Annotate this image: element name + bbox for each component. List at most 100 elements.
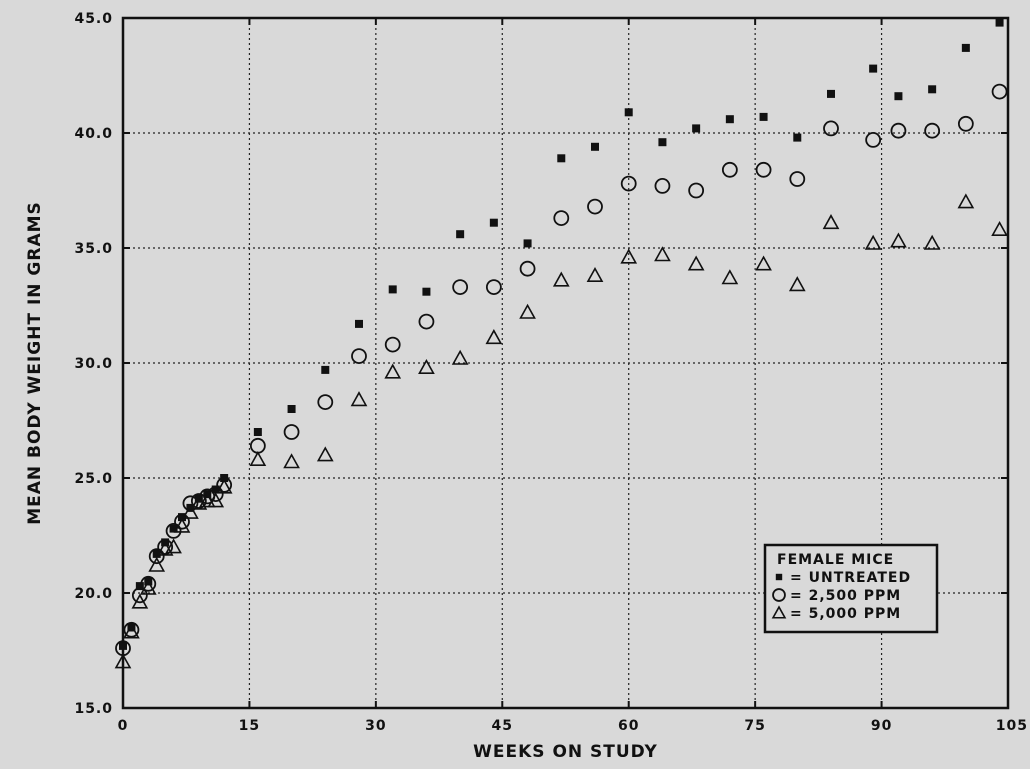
data-point (186, 503, 195, 512)
data-point (287, 405, 296, 413)
data-point (194, 494, 203, 503)
data-point (253, 428, 262, 436)
x-tick-label: 30 (365, 718, 386, 734)
legend-marker (775, 573, 783, 581)
series-2 (114, 193, 1008, 669)
legend-marker (772, 588, 786, 602)
y-tick-label: 25.0 (74, 471, 113, 487)
data-point (827, 89, 835, 98)
data-point (418, 358, 435, 375)
y-tick-label: 35.0 (74, 241, 113, 257)
data-points (114, 18, 1008, 669)
x-tick-label: 75 (744, 718, 765, 734)
x-tick-label: 105 (996, 718, 1028, 734)
legend-label: = 2,500 PPM (790, 588, 901, 604)
data-point (658, 138, 667, 147)
data-point (384, 363, 402, 379)
data-point (557, 154, 566, 163)
data-point (553, 210, 570, 227)
data-point (157, 539, 174, 555)
y-tick-label: 30.0 (74, 356, 113, 372)
data-point (961, 43, 970, 52)
data-point (995, 18, 1004, 27)
data-point (452, 279, 469, 296)
data-point (789, 171, 806, 187)
legend-box (763, 543, 939, 634)
data-point (148, 548, 165, 565)
data-point (131, 587, 148, 604)
data-point (165, 538, 182, 554)
y-axis-title: MEAN BODY WEIGHT IN GRAMS (25, 201, 45, 525)
data-point (755, 255, 772, 271)
data-point (654, 177, 671, 194)
legend-marker (771, 605, 787, 619)
data-point (215, 478, 233, 494)
legend-title: FEMALE MICE (777, 552, 894, 568)
data-point (351, 348, 367, 365)
data-point (182, 503, 199, 519)
data-point (822, 214, 840, 230)
legend: FEMALE MICE = UNTREATED = 2,500 PPM = 5,00… (763, 543, 939, 634)
data-point (152, 549, 161, 558)
data-point (519, 260, 536, 277)
data-point (127, 623, 136, 632)
data-point (140, 575, 157, 592)
data-point (890, 232, 907, 248)
data-point (316, 446, 334, 462)
data-point (119, 641, 127, 650)
data-point (123, 621, 140, 638)
data-point (139, 579, 157, 595)
data-point (190, 493, 207, 509)
data-point (249, 450, 267, 467)
legend-label: = 5,000 PPM (790, 606, 901, 622)
legend-entries: = UNTREATED = 2,500 PPM = 5,000 PPM (771, 570, 911, 622)
legend-label: = UNTREATED (790, 570, 911, 586)
data-point (350, 391, 368, 407)
data-point (924, 122, 941, 139)
data-point (591, 142, 599, 151)
data-point (991, 83, 1008, 100)
data-point (489, 218, 498, 227)
data-point (721, 269, 739, 285)
data-point (928, 85, 937, 94)
data-point (864, 234, 882, 250)
data-point (165, 523, 182, 539)
data-point (687, 255, 705, 271)
data-point (388, 285, 397, 294)
data-point (451, 349, 469, 365)
data-point (422, 287, 431, 296)
y-tick-label: 40.0 (74, 126, 113, 142)
x-tick-label: 90 (871, 718, 892, 734)
data-point (135, 582, 144, 591)
series-0 (119, 18, 1004, 650)
data-point (890, 122, 907, 139)
data-point (169, 524, 178, 533)
y-tick-label: 45.0 (74, 11, 113, 27)
data-point (198, 492, 216, 508)
data-point (755, 161, 772, 178)
data-point (131, 593, 149, 609)
grid (123, 18, 1008, 708)
data-point (957, 115, 974, 132)
data-point (620, 175, 637, 192)
data-point (688, 182, 705, 199)
data-point (174, 513, 190, 530)
axis-ticks: 0 15 30 45 60 75 90 105 15.0 20.0 25.0 30.0 35.0 40.0… (74, 11, 1028, 734)
y-tick-label: 20.0 (74, 586, 113, 602)
data-point (957, 193, 975, 209)
data-point (523, 239, 532, 248)
data-point (759, 112, 768, 121)
data-point (173, 517, 191, 533)
data-point (624, 108, 633, 117)
data-point (207, 486, 224, 503)
y-tick-label: 15.0 (74, 701, 113, 717)
x-tick-label: 15 (239, 718, 260, 734)
data-point (182, 495, 199, 512)
data-point (894, 92, 903, 101)
series-1 (115, 83, 1008, 657)
data-point (788, 276, 806, 292)
data-point (321, 365, 330, 374)
data-point (793, 133, 802, 142)
